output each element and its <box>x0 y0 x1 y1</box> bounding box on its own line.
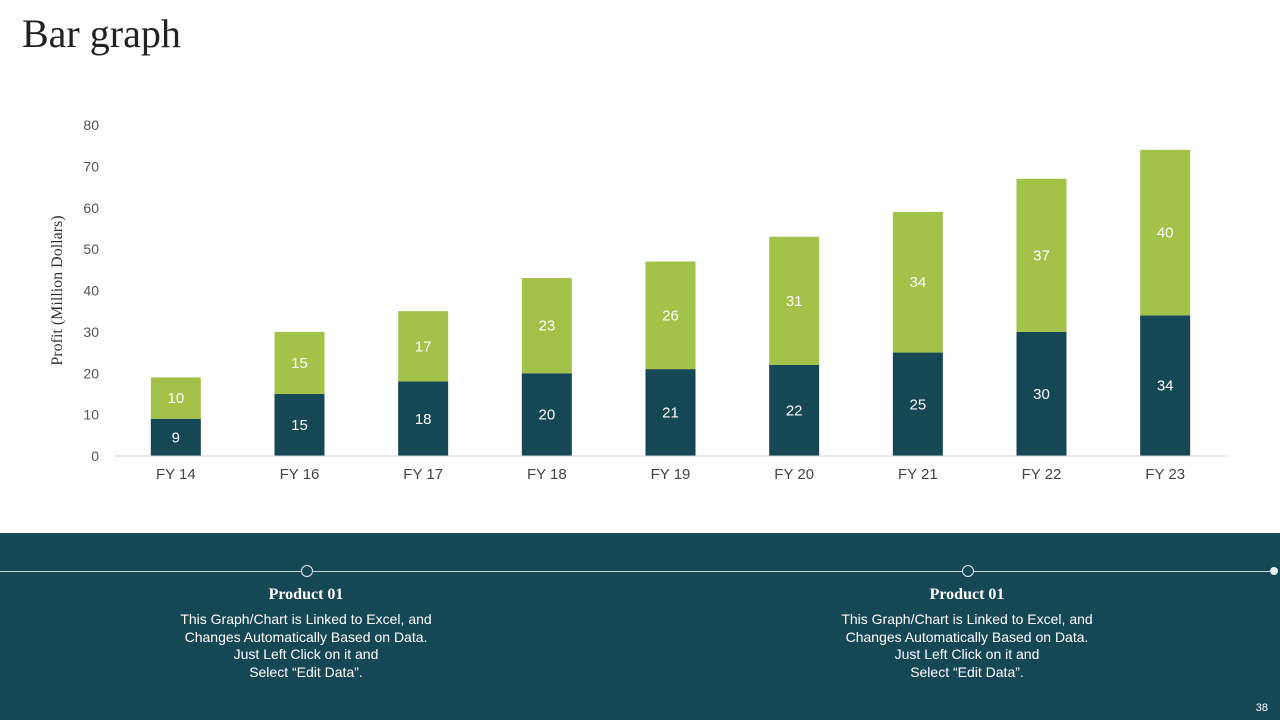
y-axis-label: Profit (Million Dollars) <box>49 215 66 365</box>
bar-series-1[interactable] <box>645 369 696 456</box>
product-title: Product 01 <box>268 586 344 603</box>
bar-series-1[interactable] <box>892 352 943 456</box>
y-tick-label: 40 <box>83 283 99 299</box>
x-tick-label: FY 18 <box>527 466 567 483</box>
timeline-line <box>0 571 1274 572</box>
bar-series-2[interactable] <box>1016 178 1067 332</box>
x-tick-label: FY 23 <box>1145 466 1185 483</box>
data-label: 34 <box>909 274 926 291</box>
bar-series-2[interactable] <box>1140 149 1191 316</box>
y-tick-label: 10 <box>83 407 99 423</box>
y-tick-label: 70 <box>83 158 99 174</box>
data-label: 21 <box>662 405 679 422</box>
bar-series-2[interactable] <box>274 331 325 394</box>
footer-panel: Product 01 This Graph/Chart is Linked to… <box>0 533 1280 720</box>
data-label: 9 <box>172 429 180 446</box>
product-title: Product 01 <box>929 586 1005 603</box>
x-tick-label: FY 14 <box>156 466 196 483</box>
bar-series-1[interactable] <box>274 393 325 456</box>
data-label: 20 <box>538 407 555 424</box>
bar-series-1[interactable] <box>769 364 820 456</box>
page-number: 38 <box>1255 702 1268 714</box>
data-label: 37 <box>1033 247 1050 264</box>
x-tick-label: FY 21 <box>898 466 938 483</box>
data-label: 17 <box>415 338 432 355</box>
bar-series-2[interactable] <box>521 278 572 374</box>
slide-title: Bar graph <box>22 11 181 56</box>
timeline-end-dot <box>1270 567 1278 575</box>
bar-series-2[interactable] <box>398 311 449 382</box>
stacked-bar-chart[interactable]: 0 10 20 30 40 50 60 70 80 Profit (Million Dollars… <box>0 0 1280 530</box>
data-label: 34 <box>1157 378 1174 395</box>
y-tick-label: 80 <box>83 117 99 133</box>
bar-series-1[interactable] <box>1016 331 1067 456</box>
data-label: 23 <box>538 318 555 335</box>
x-tick-label: FY 19 <box>651 466 691 483</box>
x-tick-label: FY 22 <box>1022 466 1062 483</box>
bar-series-2[interactable] <box>645 261 696 370</box>
data-label: 40 <box>1157 225 1174 242</box>
y-tick-label: 0 <box>91 448 99 464</box>
y-tick-label: 50 <box>83 241 99 257</box>
data-label: 26 <box>662 307 679 324</box>
product-description: This Graph/Chart is Linked to Excel, and… <box>180 611 432 680</box>
timeline-node-2 <box>962 565 974 577</box>
data-label: 10 <box>167 390 184 407</box>
bar-series-2[interactable] <box>769 236 820 365</box>
data-label: 30 <box>1033 386 1050 403</box>
data-label: 15 <box>291 355 308 372</box>
bar-series-1[interactable] <box>1140 315 1191 456</box>
bar-series-2[interactable] <box>892 211 943 353</box>
data-label: 31 <box>786 293 803 310</box>
data-label: 18 <box>415 411 432 428</box>
product-block-1: Product 01 This Graph/Chart is Linked to… <box>156 585 456 681</box>
x-tick-label: FY 17 <box>403 466 443 483</box>
product-block-2: Product 01 This Graph/Chart is Linked to… <box>817 585 1117 681</box>
timeline-node-1 <box>301 565 313 577</box>
y-tick-label: 60 <box>83 200 99 216</box>
x-tick-label: FY 20 <box>774 466 814 483</box>
bar-series-1[interactable] <box>398 381 449 456</box>
data-label: 25 <box>909 396 926 413</box>
bar-series-1[interactable] <box>521 373 572 456</box>
y-tick-label: 30 <box>83 324 99 340</box>
bar-series-1[interactable] <box>150 418 201 456</box>
data-label: 15 <box>291 417 308 434</box>
bar-series-2[interactable] <box>150 377 201 419</box>
y-tick-label: 20 <box>83 365 99 381</box>
data-label: 22 <box>786 402 803 419</box>
x-tick-label: FY 16 <box>280 466 320 483</box>
product-description: This Graph/Chart is Linked to Excel, and… <box>841 611 1093 680</box>
